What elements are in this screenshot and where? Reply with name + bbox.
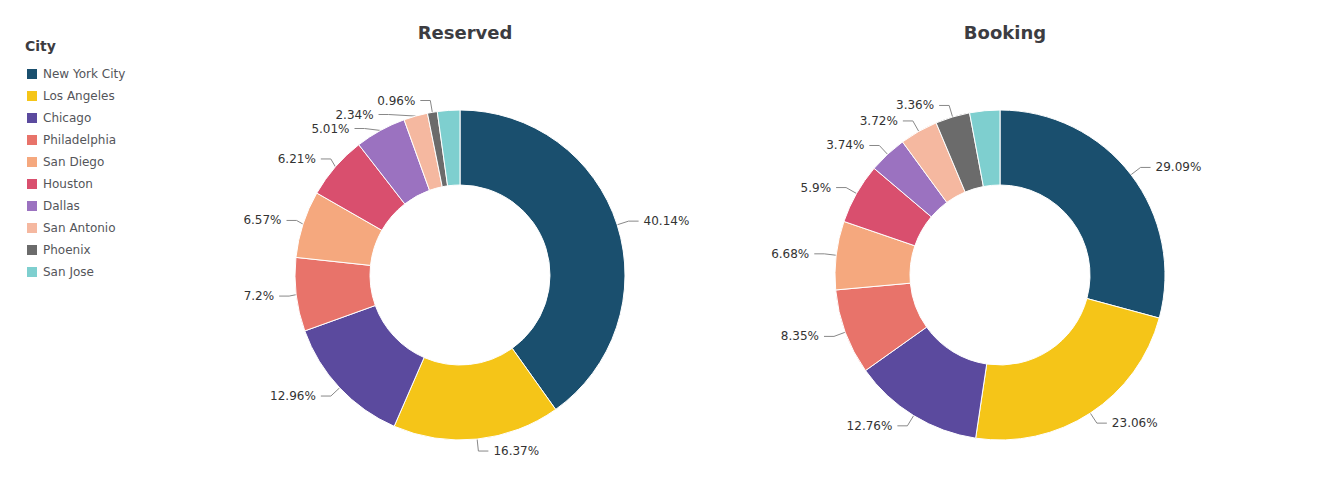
svg-text:5.9%: 5.9% [801, 181, 832, 195]
svg-text:0.96%: 0.96% [377, 94, 415, 108]
svg-text:3.74%: 3.74% [826, 138, 864, 152]
svg-text:40.14%: 40.14% [644, 214, 690, 228]
svg-text:New York City: New York City [43, 67, 125, 81]
svg-text:6.21%: 6.21% [278, 152, 316, 166]
svg-text:San Jose: San Jose [43, 265, 94, 279]
svg-text:San Antonio: San Antonio [43, 221, 116, 235]
svg-text:Phoenix: Phoenix [43, 243, 91, 257]
svg-text:Philadelphia: Philadelphia [43, 133, 116, 147]
svg-text:16.37%: 16.37% [493, 444, 539, 458]
svg-text:6.68%: 6.68% [771, 247, 809, 261]
svg-text:Houston: Houston [43, 177, 93, 191]
svg-text:3.36%: 3.36% [896, 98, 934, 112]
svg-text:12.96%: 12.96% [270, 389, 316, 403]
svg-text:7.2%: 7.2% [244, 289, 275, 303]
svg-text:23.06%: 23.06% [1112, 416, 1158, 430]
svg-text:3.72%: 3.72% [860, 114, 898, 128]
svg-text:Reserved: Reserved [418, 22, 513, 43]
svg-text:5.01%: 5.01% [311, 122, 349, 136]
svg-text:Los Angeles: Los Angeles [43, 89, 115, 103]
svg-text:29.09%: 29.09% [1156, 160, 1202, 174]
svg-text:2.34%: 2.34% [335, 108, 373, 122]
svg-text:Dallas: Dallas [43, 199, 80, 213]
svg-text:Chicago: Chicago [43, 111, 91, 125]
svg-text:San Diego: San Diego [43, 155, 104, 169]
svg-text:Booking: Booking [964, 22, 1046, 43]
svg-text:City: City [25, 38, 56, 54]
svg-text:6.57%: 6.57% [243, 213, 281, 227]
svg-text:8.35%: 8.35% [781, 329, 819, 343]
svg-text:12.76%: 12.76% [847, 419, 893, 433]
